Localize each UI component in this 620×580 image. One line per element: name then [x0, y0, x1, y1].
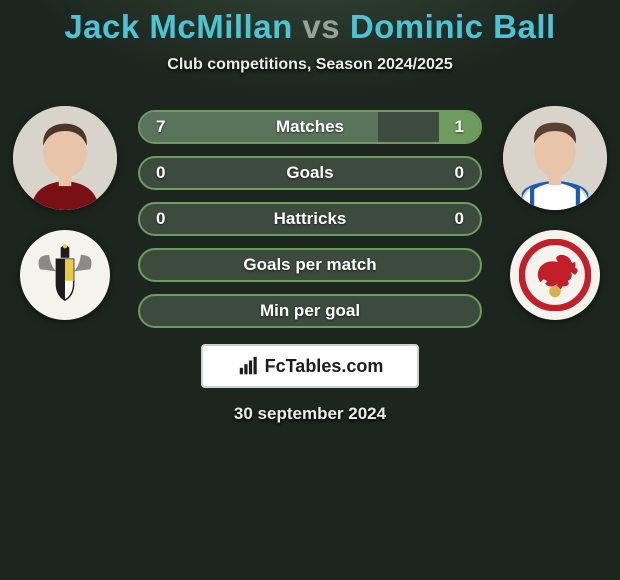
player1-name: Jack McMillan — [64, 8, 292, 45]
stat-value-left: 0 — [156, 163, 165, 183]
stat-row-goals-per-match: Goals per match — [138, 248, 482, 282]
stat-value-right: 0 — [455, 163, 464, 183]
player2-avatar — [503, 106, 607, 210]
infographic-container: Jack McMillan vs Dominic Ball Club compe… — [0, 0, 620, 424]
stat-value-left: 7 — [156, 117, 165, 137]
player2-club-crest — [510, 230, 600, 320]
main-row: 7 Matches 1 0 Goals 0 0 Hattricks 0 — [0, 106, 620, 328]
subtitle: Club competitions, Season 2024/2025 — [0, 56, 620, 74]
vs-text: vs — [302, 8, 340, 45]
avatar-icon — [13, 106, 117, 210]
stat-value-right: 0 — [455, 209, 464, 229]
stats-column: 7 Matches 1 0 Goals 0 0 Hattricks 0 — [138, 106, 482, 328]
neck — [549, 173, 561, 185]
stat-label: Min per goal — [260, 301, 360, 321]
brand-text: FcTables.com — [265, 356, 384, 377]
stat-row-matches: 7 Matches 1 — [138, 110, 482, 144]
left-side — [10, 106, 120, 320]
page-title: Jack McMillan vs Dominic Ball — [0, 8, 620, 46]
player1-avatar — [13, 106, 117, 210]
stat-label: Matches — [276, 117, 344, 137]
stat-label: Hattricks — [274, 209, 347, 229]
right-side — [500, 106, 610, 320]
player2-name: Dominic Ball — [350, 8, 556, 45]
stat-value-right: 1 — [455, 117, 464, 137]
player1-club-crest — [20, 230, 110, 320]
chart-icon — [237, 355, 259, 377]
stat-value-left: 0 — [156, 209, 165, 229]
avatar-icon — [503, 106, 607, 210]
brand-badge: FcTables.com — [201, 344, 419, 388]
stat-row-min-per-goal: Min per goal — [138, 294, 482, 328]
date-text: 30 september 2024 — [0, 404, 620, 424]
stat-label: Goals per match — [243, 255, 376, 275]
stat-row-hattricks: 0 Hattricks 0 — [138, 202, 482, 236]
neck — [59, 174, 71, 186]
stat-label: Goals — [286, 163, 333, 183]
stat-row-goals: 0 Goals 0 — [138, 156, 482, 190]
crest-icon — [519, 239, 591, 311]
crest-icon — [29, 239, 101, 311]
